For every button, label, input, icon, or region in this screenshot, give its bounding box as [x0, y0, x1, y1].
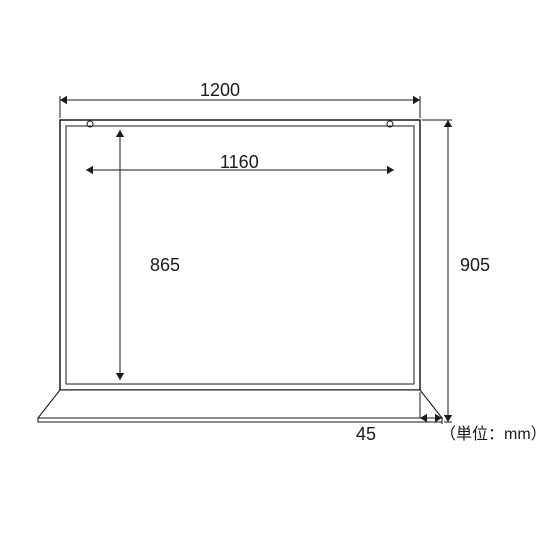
dim-inner-width-label: 1160: [220, 152, 259, 173]
dim-tray-depth-label: 45: [356, 424, 376, 445]
dim-outer-width-label: 1200: [200, 80, 240, 101]
technical-drawing: 1200 905 865 1160 45 （単位：mm）: [0, 0, 560, 560]
drawing-svg: [0, 0, 560, 560]
unit-label: （単位：mm）: [440, 420, 547, 444]
dim-inner-height-label: 865: [150, 255, 180, 276]
dim-overall-height-label: 905: [460, 255, 490, 276]
